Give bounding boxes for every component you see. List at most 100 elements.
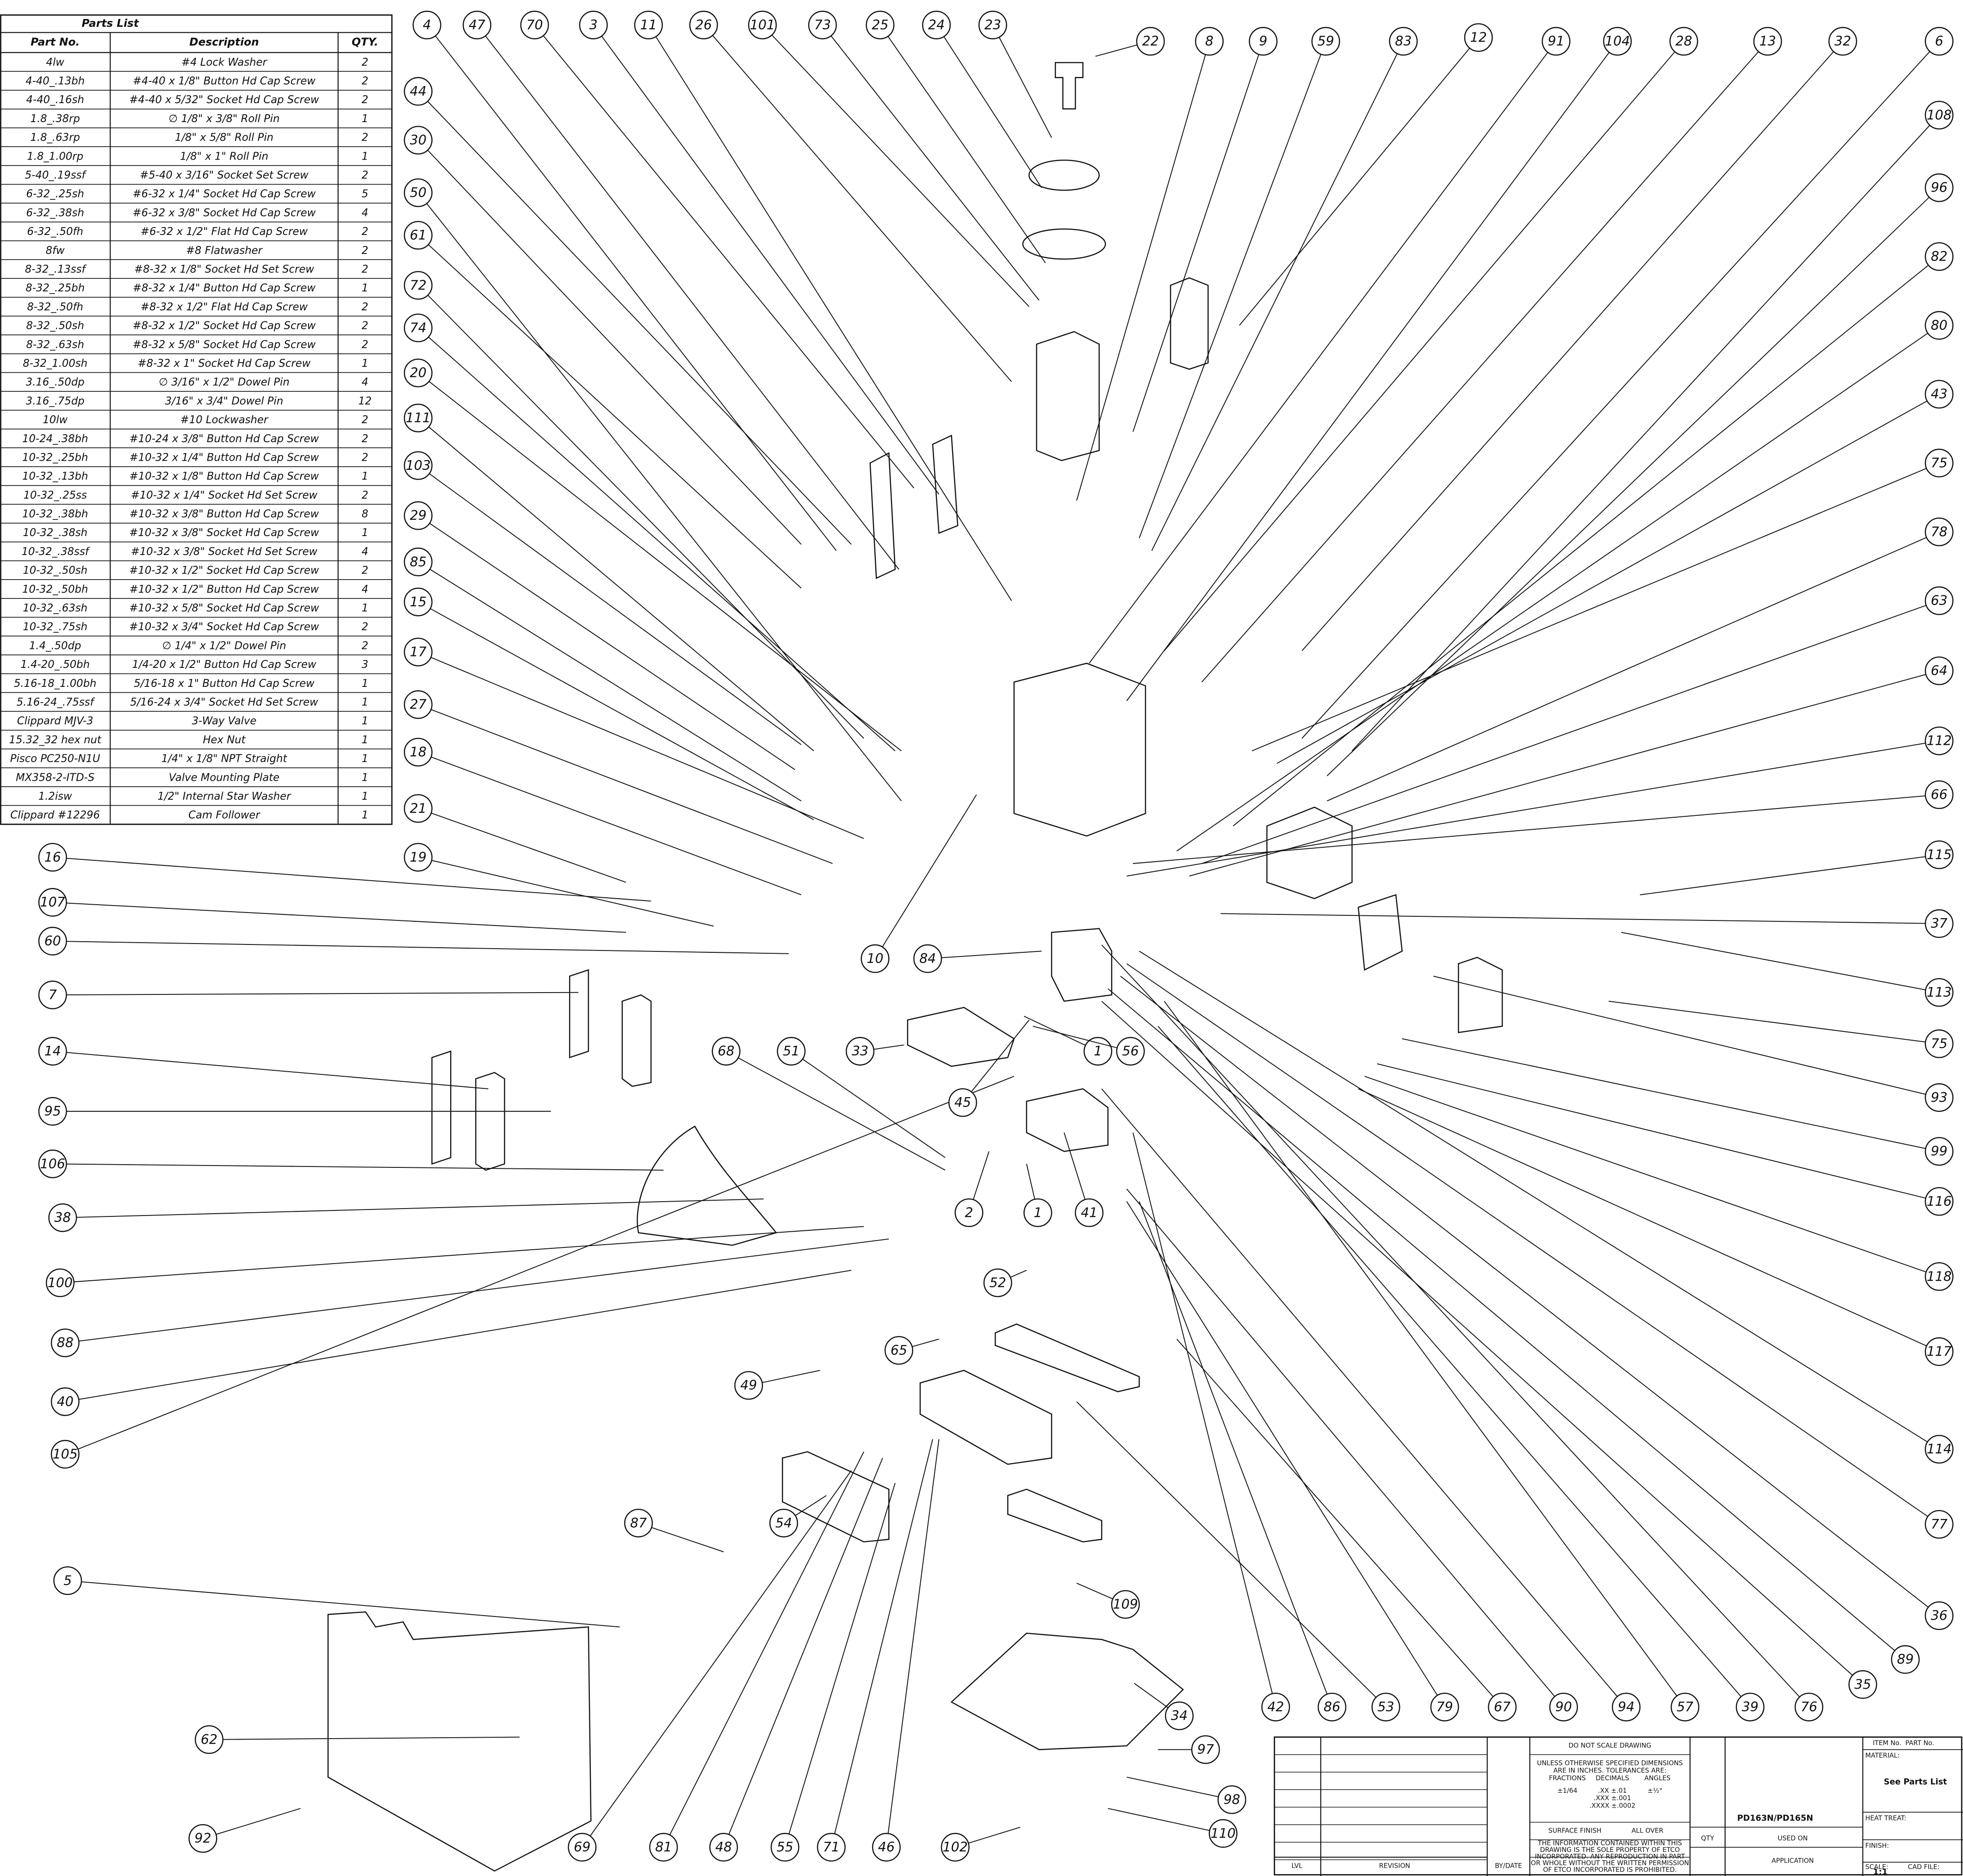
part-number: 10-32_.13bh (22, 470, 88, 482)
balloon (1195, 27, 1224, 56)
side-plate (1170, 277, 1209, 370)
quantity: 12 (358, 395, 372, 407)
balloon-number: 53 (1377, 1699, 1394, 1715)
description: #10 Lockwasher (180, 414, 269, 426)
leader-line (1608, 1000, 1926, 1043)
leader-line (1189, 674, 1926, 876)
slider (1026, 1088, 1109, 1152)
balloon-number: 47 (469, 17, 485, 32)
balloon (1753, 27, 1782, 56)
leader-line (1433, 975, 1926, 1095)
balloon (1925, 726, 1954, 755)
balloon (403, 403, 433, 432)
description: #10-32 x 1/4" Socket Hd Set Screw (131, 489, 318, 501)
leader-line (1024, 1016, 1086, 1046)
balloon (403, 738, 433, 767)
lever (907, 1006, 1015, 1067)
balloon-number: 75 (1931, 1036, 1947, 1051)
leader-line (1377, 1063, 1926, 1199)
balloon (1925, 173, 1954, 202)
description: Cam Follower (188, 809, 260, 821)
leader-line (1326, 537, 1927, 802)
leader-line (1158, 1026, 1742, 1697)
quantity: 1 (362, 150, 368, 162)
description: #6-32 x 3/8" Socket Hd Cap Screw (133, 207, 316, 219)
balloon-number: 67 (1494, 1699, 1511, 1715)
leader-line (431, 709, 833, 864)
leader-line (1276, 400, 1927, 764)
balloon (1925, 100, 1954, 130)
balloon (1925, 586, 1954, 615)
balloon (38, 888, 67, 917)
balloon-number: 1 (1094, 1043, 1102, 1059)
balloon (884, 1336, 913, 1365)
quantity: 2 (362, 263, 368, 275)
balloon (403, 77, 433, 106)
balloon-number: 89 (1897, 1652, 1913, 1667)
table-title: Parts List (82, 17, 139, 30)
balloon (403, 501, 433, 530)
tolerance-header: FRACTIONS (1549, 1775, 1586, 1782)
description: #6-32 x 1/4" Socket Hd Cap Screw (133, 188, 316, 200)
description: 1/8" x 5/8" Roll Pin (175, 132, 273, 144)
balloon-number: 26 (695, 17, 712, 32)
description: #8-32 x 1" Socket Hd Cap Screw (138, 358, 311, 370)
quantity: 2 (362, 339, 368, 351)
balloon (1249, 27, 1278, 56)
part-number: 1.8_.38rp (31, 113, 80, 125)
balloon (1464, 23, 1493, 52)
leader-line (78, 1076, 1015, 1450)
leader-line (431, 860, 714, 927)
balloon-number: 74 (410, 320, 427, 335)
balloon (403, 794, 433, 823)
leader-line (1076, 1582, 1113, 1599)
part-number: 5.16-24_.75ssf (17, 696, 95, 708)
leader-line (1095, 44, 1138, 57)
leader-line (762, 1370, 820, 1383)
balloon-number: 51 (783, 1043, 799, 1059)
balloon (734, 1371, 763, 1400)
balloon-number: 60 (44, 933, 61, 949)
leader-line (1640, 856, 1926, 895)
label: SCALE: (1865, 1864, 1889, 1871)
leader-line (1301, 51, 1931, 739)
balloon-number: 92 (194, 1831, 211, 1846)
tolerance-header: ANGLES (1644, 1775, 1671, 1782)
leader-line (1133, 54, 1259, 432)
part-number: 10-32_.25ss (24, 489, 87, 501)
leader-line (1132, 1132, 1273, 1694)
balloon (1925, 1337, 1954, 1366)
description: #6-32 x 1/2" Flat Hd Cap Screw (141, 226, 308, 238)
leader-line (1064, 1132, 1086, 1200)
balloon-number: 96 (1931, 180, 1947, 195)
quantity: 2 (362, 565, 368, 577)
description: ∅ 3/16" x 1/2" Dowel Pin (159, 376, 290, 389)
leader-line (712, 35, 1012, 382)
leader-line (1076, 1401, 1376, 1698)
description: 1/4" x 1/8" NPT Straight (161, 753, 288, 765)
balloon (712, 1037, 741, 1066)
quantity: 4 (362, 583, 368, 595)
balloon (748, 11, 777, 40)
label: MATERIAL: (1865, 1752, 1900, 1759)
leader-line (429, 568, 802, 802)
tolerance: .XXXX ±.0002 (1589, 1802, 1635, 1809)
part-number: Clippard MJV-3 (17, 715, 93, 727)
label: APPLICATION (1771, 1857, 1814, 1865)
balloon (403, 451, 433, 480)
description: #10-32 x 5/8" Socket Hd Cap Screw (129, 602, 319, 614)
quantity: 5 (362, 188, 368, 200)
title-block: DO NOT SCALE DRAWING UNLESS OTHERWISE SPE… (1274, 1736, 1963, 1876)
balloon (861, 944, 890, 973)
balloon-number: 41 (1081, 1205, 1097, 1220)
balloon-number: 25 (872, 17, 888, 32)
description: 3-Way Valve (192, 715, 257, 727)
balloon-number: 30 (410, 132, 427, 148)
part-number: 8-32_.50sh (26, 320, 84, 332)
tolerance: .XX ±.01 (1598, 1787, 1627, 1795)
balloon-number: 95 (44, 1104, 61, 1119)
balloon-number: 12 (1470, 30, 1487, 45)
balloon (983, 1268, 1012, 1297)
balloon-number: 62 (201, 1732, 217, 1747)
leader-line (1164, 1001, 1678, 1697)
